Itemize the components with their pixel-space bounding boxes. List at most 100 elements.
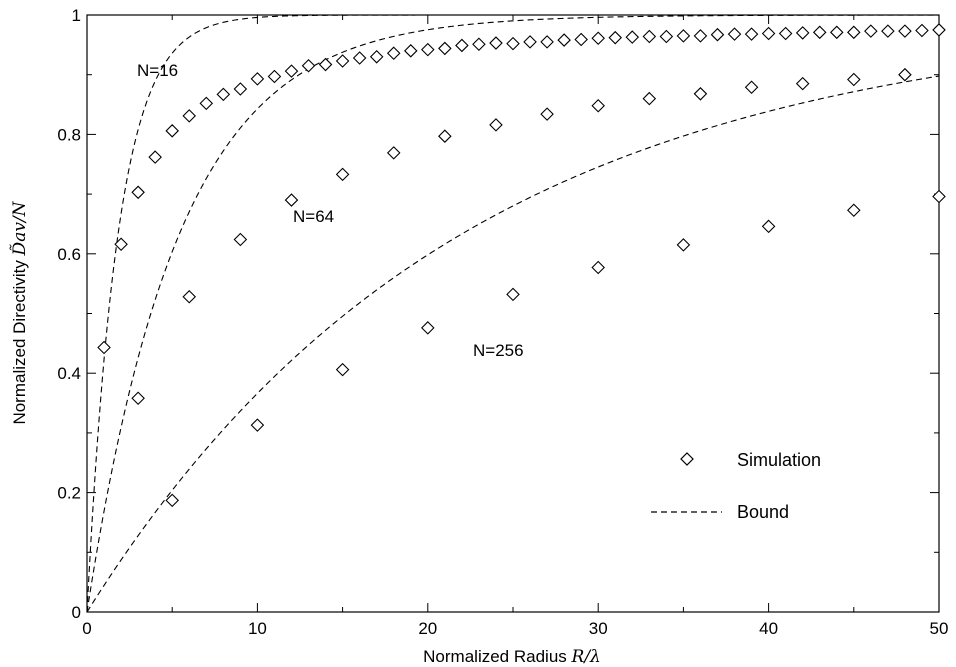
annotation-n16: N=16 xyxy=(137,61,178,80)
simulation-point xyxy=(676,29,691,43)
tick-labels: 0 10 20 30 40 50 0 0.2 0.4 0.6 0.8 1 xyxy=(57,6,948,638)
legend-label-bound: Bound xyxy=(737,502,789,522)
y-axis-label: Normalized Directivity D̃av/N xyxy=(10,200,30,424)
annotation-n256: N=256 xyxy=(473,341,524,360)
simulation-point xyxy=(847,72,861,87)
simulation-point xyxy=(659,29,674,44)
x-tick-label: 0 xyxy=(82,619,91,638)
simulation-point xyxy=(676,238,691,252)
simulation-point xyxy=(693,29,708,43)
simulation-point xyxy=(386,146,401,160)
simulation-point xyxy=(352,51,367,65)
y-tick-label: 0.6 xyxy=(57,245,81,264)
simulation-point xyxy=(591,31,605,46)
simulation-point xyxy=(421,42,435,57)
simulation-point xyxy=(199,96,214,111)
simulation-point xyxy=(591,260,605,275)
simulation-point xyxy=(318,57,333,72)
simulation-point xyxy=(642,91,657,106)
simulation-point xyxy=(847,203,861,217)
simulation-point xyxy=(216,87,231,102)
simulation-point xyxy=(761,26,776,41)
simulation-point xyxy=(761,219,776,234)
simulation-point xyxy=(335,54,350,68)
bound-curve xyxy=(86,14,939,613)
x-axis-label: Normalized Radius R/λ xyxy=(423,647,601,667)
plot-frame xyxy=(86,14,940,613)
simulation-point xyxy=(829,25,844,40)
simulation-point xyxy=(778,26,793,41)
simulation-point xyxy=(489,36,503,50)
simulation-point xyxy=(131,391,145,406)
simulation-point xyxy=(744,27,759,41)
simulation-point xyxy=(795,76,810,91)
simulation-point xyxy=(386,46,401,60)
legend: Simulation Bound xyxy=(651,450,821,522)
simulation-point xyxy=(847,25,861,40)
simulation-point xyxy=(744,80,759,95)
annotation-n64: N=64 xyxy=(293,207,334,226)
simulation-point xyxy=(693,87,708,101)
simulation-point xyxy=(506,287,520,302)
simulation-point xyxy=(165,124,179,138)
simulation-point xyxy=(284,64,299,78)
bound-curves xyxy=(86,14,940,613)
simulation-point xyxy=(932,23,946,37)
simulation-point xyxy=(812,25,827,40)
simulation-point xyxy=(284,193,299,207)
simulation-point xyxy=(438,41,452,56)
y-tick-label: 1 xyxy=(72,6,81,25)
simulation-point xyxy=(148,150,162,164)
legend-label-simulation: Simulation xyxy=(737,450,821,470)
simulation-point xyxy=(864,24,878,38)
simulation-point xyxy=(165,493,179,508)
simulation-point xyxy=(233,232,248,247)
simulation-point xyxy=(301,58,316,73)
simulation-point xyxy=(540,107,554,121)
simulation-point xyxy=(250,72,265,86)
simulation-point xyxy=(97,340,111,355)
x-tick-label: 20 xyxy=(418,619,437,638)
simulation-point xyxy=(403,44,418,58)
simulation-point xyxy=(421,321,435,335)
simulation-point xyxy=(574,32,588,47)
y-tick-label: 0.8 xyxy=(57,125,81,144)
legend-diamond-icon xyxy=(680,452,694,466)
simulation-point xyxy=(438,129,452,143)
y-tick-label: 0 xyxy=(72,603,81,622)
bound-curve xyxy=(86,14,939,613)
simulation-point xyxy=(557,33,571,47)
simulation-point xyxy=(335,167,350,182)
simulation-point xyxy=(591,98,605,113)
y-tick-label: 0.2 xyxy=(57,484,81,503)
simulation-point xyxy=(625,30,640,44)
simulation-point xyxy=(131,185,145,200)
simulation-point xyxy=(267,69,282,84)
simulation-point xyxy=(369,50,384,64)
simulation-point xyxy=(489,118,503,132)
x-tick-label: 50 xyxy=(930,619,949,638)
simulation-point xyxy=(727,27,742,41)
x-tick-label: 40 xyxy=(759,619,778,638)
simulation-point xyxy=(523,35,537,49)
simulation-point xyxy=(472,37,486,52)
simulation-point xyxy=(915,23,929,38)
simulation-point xyxy=(608,30,623,45)
simulation-point xyxy=(506,36,520,51)
axis-ticks xyxy=(86,14,940,613)
simulation-point xyxy=(335,362,350,377)
simulation-markers xyxy=(97,23,946,508)
simulation-point xyxy=(642,29,657,44)
simulation-point xyxy=(795,26,810,40)
simulation-point xyxy=(881,24,895,38)
simulation-point xyxy=(540,35,554,49)
simulation-point xyxy=(710,27,725,42)
x-tick-label: 10 xyxy=(248,619,267,638)
simulation-point xyxy=(182,290,197,304)
simulation-point xyxy=(898,24,912,38)
simulation-point xyxy=(114,237,128,252)
simulation-point xyxy=(455,38,469,53)
x-tick-label: 30 xyxy=(589,619,608,638)
y-tick-label: 0.4 xyxy=(57,364,81,383)
